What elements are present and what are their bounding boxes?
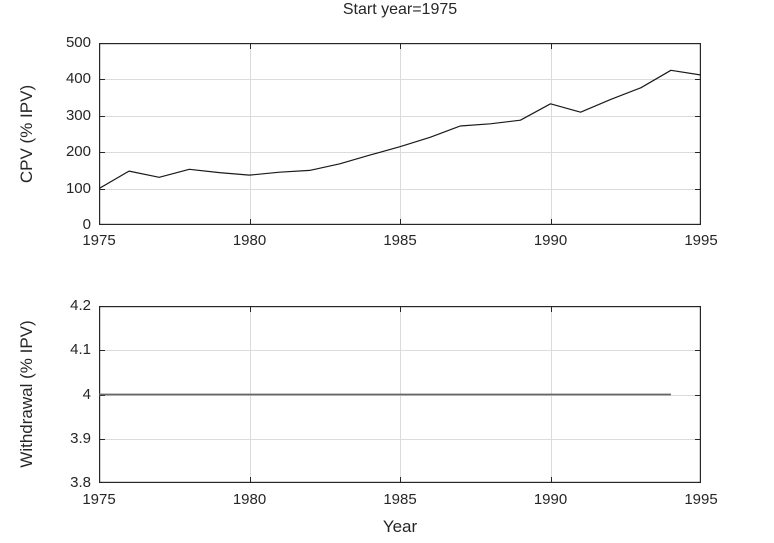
chart-title: Start year=1975 [342,1,458,18]
y-tick-label: 3.8 [70,474,91,491]
y-tick-label: 4.1 [70,341,91,359]
x-tick-label: 1990 [533,491,568,508]
y-tick-label: 500 [65,34,91,51]
cpv-plot-area [99,43,701,225]
x-tick-label: 1985 [383,232,417,249]
x-axis-label: Year [382,517,418,536]
cpv-series-line [99,69,701,190]
y-tick-label: 400 [65,70,91,88]
y-tick-label: 4.2 [70,297,91,314]
y-tick-label: 300 [65,106,91,124]
y-tick-label: 4 [82,385,91,403]
x-tick-label: 1995 [684,491,718,508]
y-tick-label: 100 [65,179,91,197]
y-tick-label: 3.9 [70,429,91,447]
x-tick-label: 1995 [684,232,718,249]
x-tick-label: 1980 [232,491,267,508]
x-tick-label: 1980 [232,232,267,249]
x-tick-label: 1985 [383,491,417,508]
x-tick-label: 1990 [533,232,568,249]
withdrawal-plot-area [99,306,701,483]
x-tick-label: 1975 [82,232,116,249]
x-tick-label: 1975 [82,491,116,508]
y-tick-label: 200 [65,143,91,161]
y-tick-label: 0 [82,216,91,233]
